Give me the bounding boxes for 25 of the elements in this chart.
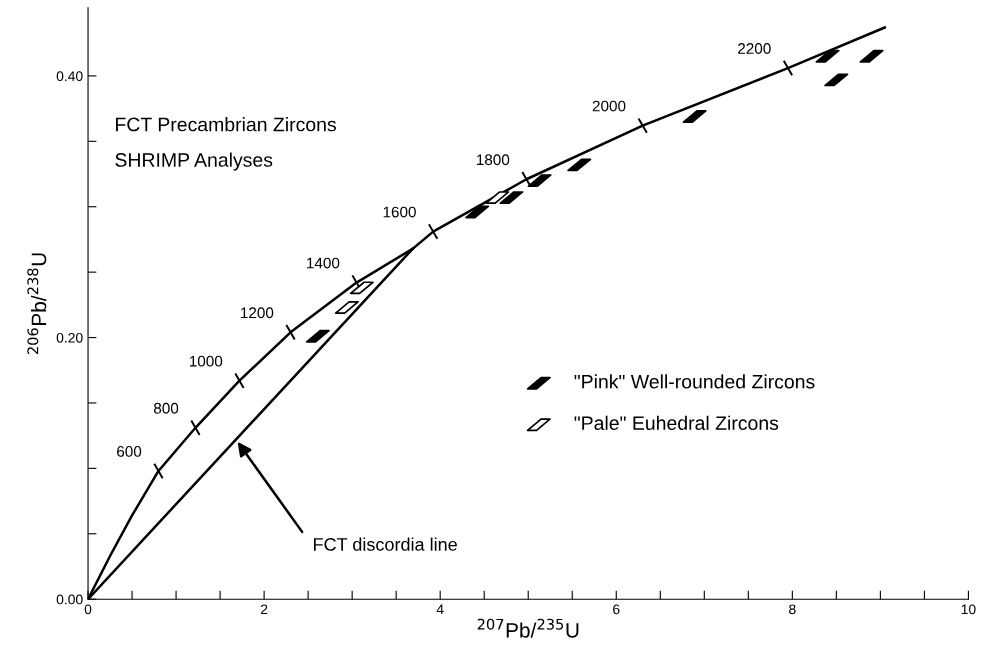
x-tick-label: 4 [436,604,444,615]
x-tick-label: 6 [613,604,620,615]
x-tick-label: 2 [260,604,268,615]
annotation: 1000 [189,355,223,367]
annotation: 800 [153,402,179,414]
annotation: FCT Precambrian Zircons [116,117,336,132]
annotation: FCT discordia line [314,537,457,551]
annotation: 2000 [592,100,626,112]
x-tick-label: 8 [789,604,796,615]
x-axis-title: $^{207}$Pb/$^{235}$U [477,618,579,638]
y-tick-label: 0.40 [56,71,83,82]
annotation: SHRIMP Analyses [115,152,273,171]
annotation: 600 [117,446,142,457]
y-tick-label: 0.00 [56,594,83,605]
legend-label: "Pink" Well-rounded Zircons [574,374,815,389]
annotation: 1200 [241,307,274,319]
x-tick-label: 0 [84,604,92,615]
y-tick-label: 0.20 [56,332,83,343]
legend-label: "Pale" Euhedral Zircons [574,415,779,430]
annotation: 1600 [383,206,416,218]
annotation: 2200 [738,43,771,54]
x-tick-label: 10 [961,604,976,615]
y-axis-title: $^{206}$Pb/$^{238}$U [27,253,47,355]
annotation: 1800 [476,154,510,166]
annotation: 1400 [307,257,340,269]
